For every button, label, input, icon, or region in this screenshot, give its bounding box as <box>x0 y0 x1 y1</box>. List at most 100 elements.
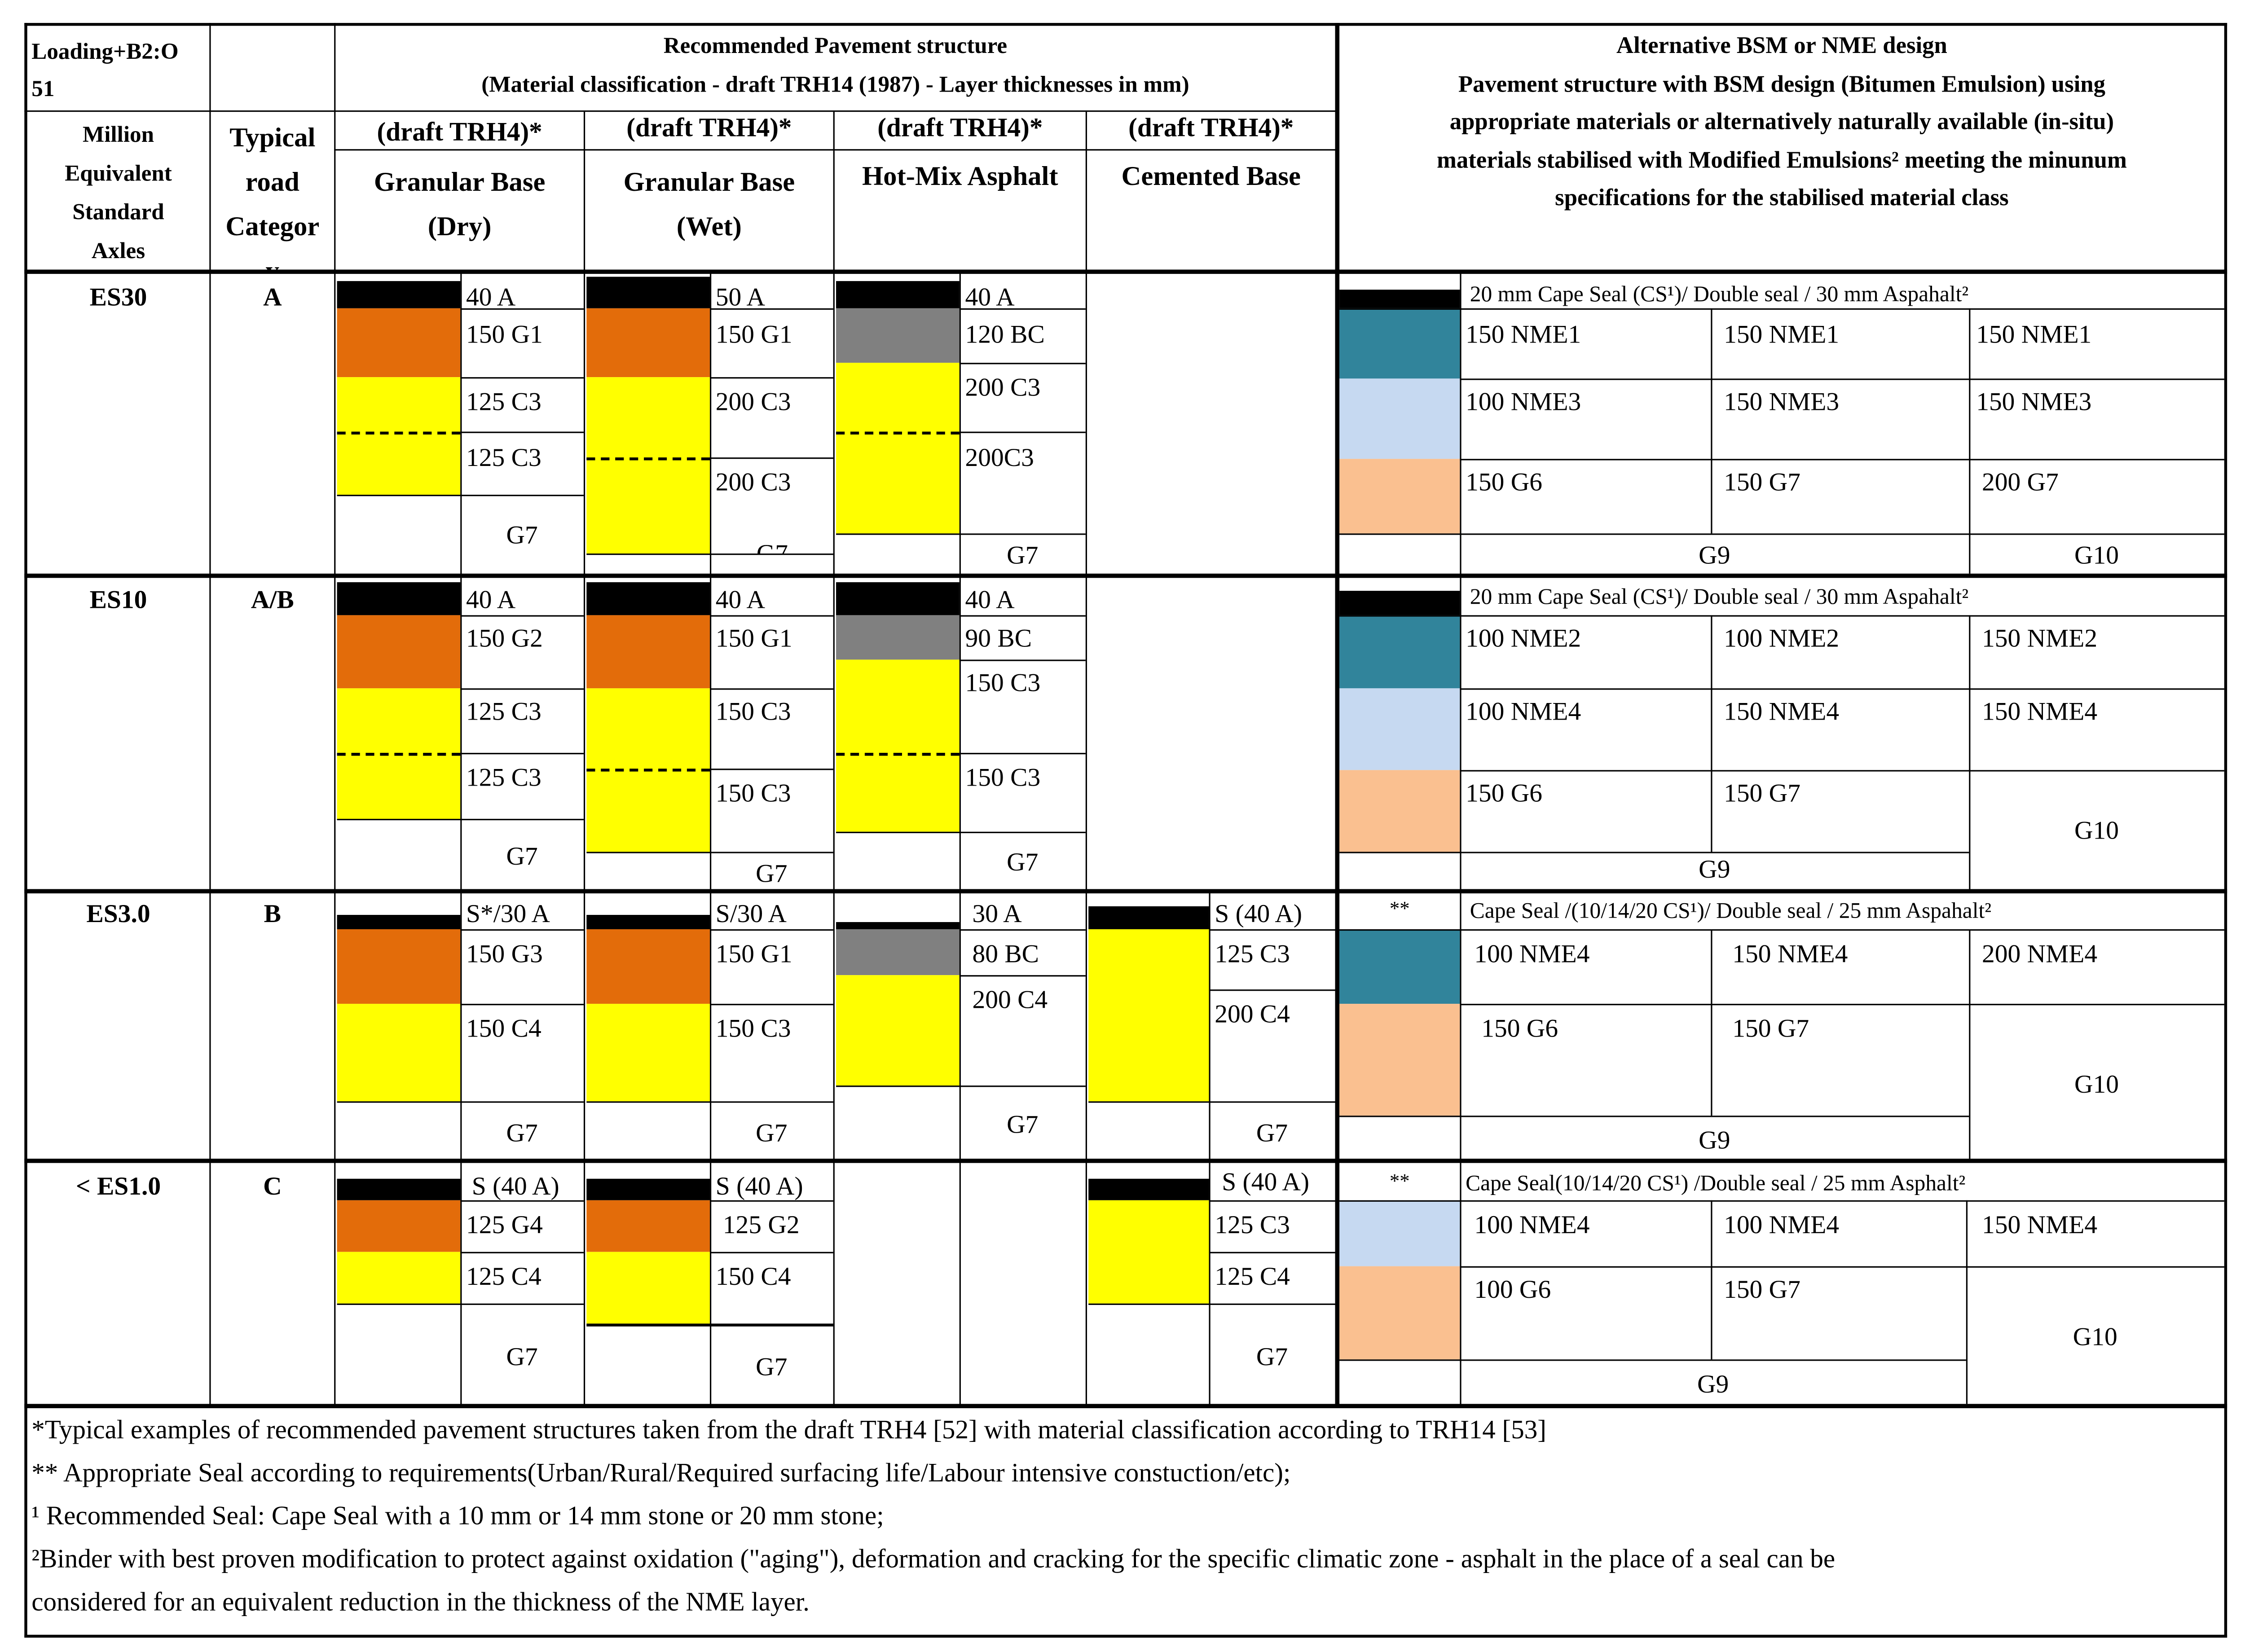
design-cemented-base: Cemented Base <box>1121 162 1301 193</box>
alt-layer-label: 200 NME4 <box>1981 939 2098 968</box>
table-border <box>24 1634 2227 1638</box>
table-border <box>24 23 27 1638</box>
asphalt-layer-fill <box>1088 1178 1209 1200</box>
clipped-subgrade-cell: G7 <box>711 536 833 554</box>
cemented-subbase-fill <box>586 377 710 554</box>
alt-layer-label: 150 NME3 <box>1976 387 2092 416</box>
layer-line <box>836 533 1086 535</box>
layer-label: 90 BC <box>965 624 1032 653</box>
layer-line <box>1209 929 1335 931</box>
column-line <box>334 23 336 1407</box>
layer-label: S (40 A) <box>715 1171 803 1200</box>
layer-label: 120 BC <box>965 320 1045 349</box>
asphalt-layer-fill <box>1339 591 1460 615</box>
layer-line <box>1460 1004 2224 1006</box>
column-line <box>583 110 585 1407</box>
layer-line <box>1339 308 2224 310</box>
alt-layer-label: 100 NME4 <box>1474 1210 1590 1239</box>
recommended-structure-title: Recommended Pavement structure (Material… <box>481 34 1189 98</box>
alt-subgrade-label: G9 <box>1697 1369 1729 1398</box>
layer-label: 40 A <box>965 282 1015 312</box>
layer-split-dash <box>337 431 461 435</box>
cemented-subbase-fill <box>586 1252 710 1324</box>
row-category: B <box>264 899 282 928</box>
layer-line <box>337 1101 584 1103</box>
alt-layer-label: 150 G7 <box>1724 1274 1800 1304</box>
layer-label: 125 C4 <box>466 1262 541 1291</box>
subgrade-label: G7 <box>756 539 788 554</box>
subcolumn-line <box>460 272 462 1407</box>
layer-label: 125 C3 <box>466 387 541 416</box>
alt-column-line <box>1969 308 1971 574</box>
alt-layer-label: 100 NME4 <box>1474 939 1590 968</box>
alt-column-line <box>1711 308 1712 534</box>
footnote-divider <box>24 1404 2227 1408</box>
layer-label: 150 C4 <box>715 1262 791 1291</box>
subgrade-label: G7 <box>756 1118 788 1147</box>
alt-layer-label: 100 NME4 <box>1466 697 1581 726</box>
layer-label: 125 C3 <box>1215 939 1290 968</box>
layer-label: 125 C3 <box>466 763 541 792</box>
layer-label: 80 BC <box>972 939 1039 968</box>
layer-label: 150 G1 <box>715 320 792 349</box>
cemented-subbase-fill <box>1088 1200 1209 1304</box>
layer-label: 150 G1 <box>715 624 792 653</box>
layer-line <box>1209 1252 1335 1253</box>
cemented-subbase-fill <box>337 377 461 495</box>
corner-label: Loading+B2:O 51 <box>31 40 179 102</box>
layer-label: 30 A <box>972 899 1022 928</box>
layer-line <box>709 308 833 310</box>
design-granular-dry: Granular Base (Dry) <box>374 167 546 242</box>
layer-line <box>1339 1200 2224 1202</box>
category-column-header: Typical road Categor y <box>225 123 320 270</box>
layer-label: 150 C3 <box>965 668 1041 697</box>
layer-label: 50 A <box>715 282 765 312</box>
trh4-label: (draft TRH4)* <box>1128 114 1294 144</box>
subcolumn-line <box>1460 272 1461 1407</box>
layer-line <box>586 554 833 555</box>
alt-layer-label: 150 NME1 <box>1976 320 2092 349</box>
layer-line <box>709 1200 833 1202</box>
alt-layer-label: 150 G7 <box>1724 467 1800 496</box>
seal-description: Cape Seal /(10/14/20 CS¹)/ Double seal /… <box>1470 899 1992 924</box>
asphalt-layer-fill <box>1088 906 1209 929</box>
layer-label: 200 C3 <box>965 373 1041 402</box>
layer-label: 125 C4 <box>1215 1262 1290 1291</box>
layer-line <box>1460 1266 2224 1268</box>
subcolumn-line <box>1209 892 1211 1407</box>
seal-description: Cape Seal(10/14/20 CS¹) /Double seal / 2… <box>1466 1171 1966 1196</box>
alt-subgrade-label: G10 <box>2074 816 2119 845</box>
alt-column-line <box>1966 1200 1968 1404</box>
alt-layer-label: 150 NME4 <box>1981 1210 2098 1239</box>
subcolumn-line <box>709 272 712 1407</box>
row-category: A/B <box>251 585 294 614</box>
layer-label: 40 A <box>466 585 516 614</box>
cemented-subbase-fill <box>836 659 960 832</box>
seal-description: 20 mm Cape Seal (CS¹)/ Double seal / 30 … <box>1470 282 1969 307</box>
alt-column-line <box>1711 1200 1712 1360</box>
layer-line <box>460 615 584 617</box>
subgrade-label: G7 <box>756 1352 788 1381</box>
layer-label: 150 G3 <box>466 939 543 968</box>
row-loading: < ES1.0 <box>75 1171 161 1200</box>
layer-line <box>1339 852 1969 853</box>
granular-base-fill <box>337 615 461 689</box>
row-loading: ES30 <box>89 282 147 312</box>
header-line <box>334 149 1338 151</box>
layer-line <box>959 753 1086 755</box>
alt-layer-label: 150 G7 <box>1724 778 1800 808</box>
cemented-subbase-fill <box>1088 929 1209 1102</box>
alt-layer-label: 100 NME4 <box>1724 1210 1840 1239</box>
footnote: ¹ Recommended Seal: Cape Seal with a 10 … <box>31 1503 884 1532</box>
table-border <box>2224 23 2227 1638</box>
alt-layer-label: 100 NME3 <box>1466 387 1581 416</box>
layer-line <box>1088 1303 1335 1305</box>
alt-layer-label: 150 NME4 <box>1724 697 1840 726</box>
layer-line <box>460 1200 584 1202</box>
alt-column-line <box>1969 615 1971 889</box>
layer-label: 150 C3 <box>715 697 791 726</box>
granular-base-fill <box>337 308 461 378</box>
alt-column-line <box>1711 929 1712 1116</box>
header-divider <box>24 269 2227 274</box>
layer-line <box>1460 688 2224 690</box>
